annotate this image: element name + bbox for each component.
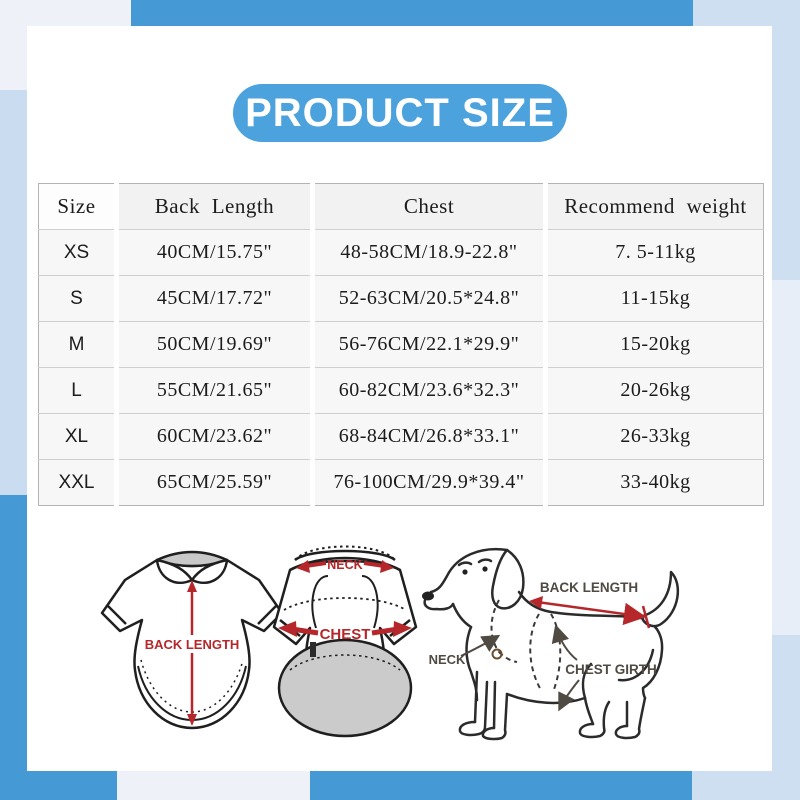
cell-size: L — [38, 367, 117, 414]
table-row: XS 40CM/15.75" 48-58CM/18.9-22.8" 7. 5-1… — [38, 229, 764, 276]
product-size-card: PRODUCT SIZE Size Back Length Chest Reco… — [27, 26, 772, 771]
decor-bottom-bar — [310, 771, 692, 800]
cell-weight: 15-20kg — [543, 321, 764, 368]
dog-measure-dashes — [490, 599, 562, 693]
shirt-outline — [272, 545, 418, 738]
dog-chest-girth-arrow-icon — [558, 679, 580, 712]
cell-back-length: 50CM/19.69" — [114, 321, 313, 368]
header-back-length: Back Length — [114, 183, 313, 230]
dog-eye — [482, 566, 488, 572]
table-row: M 50CM/19.69" 56-76CM/22.1*29.9" 15-20kg — [38, 321, 764, 368]
cell-size: XXL — [38, 459, 117, 506]
front-shirt-back-length-label: BACK LENGTH — [145, 637, 240, 652]
back-length-arrow-icon: BACK LENGTH — [145, 580, 240, 726]
chest-arrow-icon: CHEST — [278, 621, 412, 643]
cell-size: XL — [38, 413, 117, 460]
cell-chest: 60-82CM/23.6*32.3" — [310, 367, 546, 414]
cell-chest: 56-76CM/22.1*29.9" — [310, 321, 546, 368]
header-chest: Chest — [310, 183, 546, 230]
cell-chest: 76-100CM/29.9*39.4" — [310, 459, 546, 506]
cell-back-length: 40CM/15.75" — [114, 229, 313, 276]
cell-weight: 33-40kg — [543, 459, 764, 506]
cell-chest: 52-63CM/20.5*24.8" — [310, 275, 546, 322]
dog-back-length-label: BACK LENGTH — [540, 580, 638, 595]
table-row: XXL 65CM/25.59" 76-100CM/29.9*39.4" 33-4… — [38, 459, 764, 506]
dog-outline — [423, 547, 679, 741]
decor-top-blue-bar — [131, 0, 693, 28]
header-recommend-weight: Recommend weight — [543, 183, 764, 230]
cell-size: M — [38, 321, 117, 368]
cell-back-length: 60CM/23.62" — [114, 413, 313, 460]
dog-chest-girth-label: CHEST GIRTH — [565, 662, 657, 677]
dog-chest-girth-arrow-icon — [551, 624, 578, 661]
dog-nose — [422, 591, 434, 601]
cell-chest: 48-58CM/18.9-22.8" — [310, 229, 546, 276]
table-row: S 45CM/17.72" 52-63CM/20.5*24.8" 11-15kg — [38, 275, 764, 322]
dog-back-length-arrow-icon — [529, 596, 651, 629]
back-shirt-neck-label: NECK — [327, 558, 362, 572]
decor-left-column — [0, 495, 27, 800]
back-shirt-diagram: NECK CHEST — [272, 545, 418, 738]
size-table: Size Back Length Chest Recommend weight … — [38, 183, 764, 506]
back-shirt-chest-label: CHEST — [320, 626, 371, 643]
dog-diagram: BACK LENGTH NECK CHEST GIRTH — [422, 547, 679, 741]
dog-eye — [462, 569, 468, 575]
decor-top-right-square — [693, 0, 800, 30]
cell-weight: 7. 5-11kg — [543, 229, 764, 276]
table-row: L 55CM/21.65" 60-82CM/23.6*32.3" 20-26kg — [38, 367, 764, 414]
cell-chest: 68-84CM/26.8*33.1" — [310, 413, 546, 460]
cell-size: S — [38, 275, 117, 322]
cell-back-length: 45CM/17.72" — [114, 275, 313, 322]
decor-right-column — [772, 30, 800, 280]
dog-neck-arrow-icon — [460, 634, 501, 657]
front-shirt-diagram: BACK LENGTH — [100, 550, 284, 730]
decor-bottom-square — [692, 771, 800, 800]
header-size: Size — [38, 183, 117, 230]
table-row: XL 60CM/23.62" 68-84CM/26.8*33.1" 26-33k… — [38, 413, 764, 460]
cell-weight: 20-26kg — [543, 367, 764, 414]
cell-size: XS — [38, 229, 117, 276]
cell-back-length: 65CM/25.59" — [114, 459, 313, 506]
decor-left-column — [0, 90, 27, 495]
dog-neck-label: NECK — [429, 652, 466, 667]
shirt-tag — [310, 642, 316, 657]
decor-bottom-bar — [0, 771, 117, 800]
decor-right-column — [772, 280, 800, 635]
cell-weight: 26-33kg — [543, 413, 764, 460]
neck-arrow-icon: NECK — [296, 558, 394, 573]
cell-back-length: 55CM/21.65" — [114, 367, 313, 414]
page-title: PRODUCT SIZE — [233, 84, 567, 142]
table-header-row: Size Back Length Chest Recommend weight — [38, 183, 764, 230]
cell-weight: 11-15kg — [543, 275, 764, 322]
